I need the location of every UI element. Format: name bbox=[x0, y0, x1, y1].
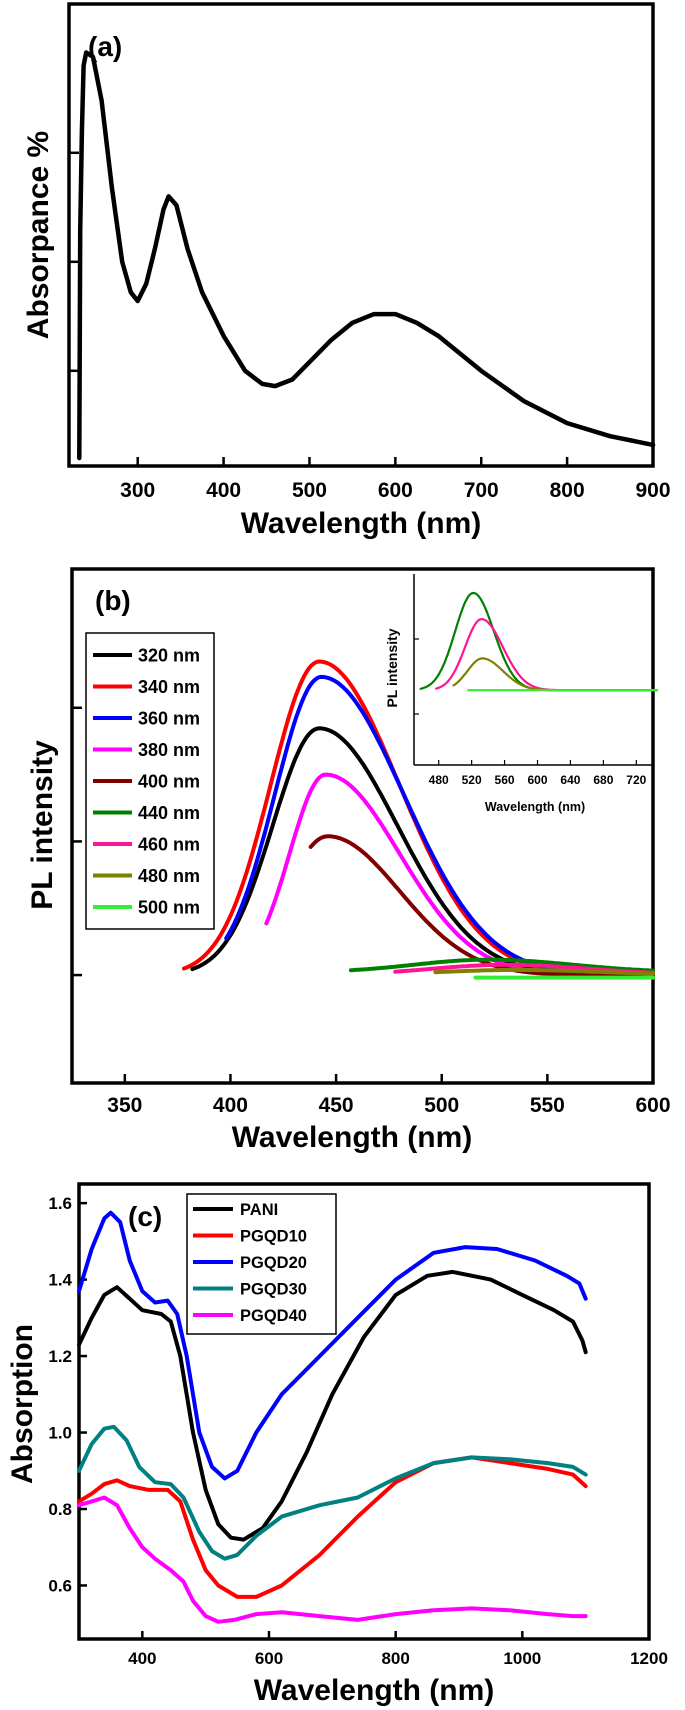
legend-label-pani: PANI bbox=[240, 1201, 278, 1219]
inset-x-tick-label: 720 bbox=[626, 773, 646, 787]
panel-b-line-440-nm bbox=[348, 957, 655, 973]
panel-c-label: (c) bbox=[128, 1201, 162, 1232]
legend-label-440-nm: 440 nm bbox=[138, 803, 200, 823]
legend-label-360-nm: 360 nm bbox=[138, 709, 200, 729]
panel-b-frame bbox=[70, 567, 655, 1085]
panel-b-xlabel: Wavelength (nm) bbox=[232, 1121, 473, 1154]
panel-b: (b) Wavelength (nm) PL intensity 350 400 4… bbox=[26, 567, 671, 1154]
legend-label-480-nm: 480 nm bbox=[138, 866, 200, 886]
panel-c-line-pani bbox=[77, 1269, 588, 1542]
inset-background bbox=[414, 574, 651, 765]
panel-c-y-tick-label: 1.6 bbox=[48, 1194, 72, 1213]
legend-label-pgqd10: PGQD10 bbox=[240, 1228, 307, 1246]
panel-c-line-pgqd10 bbox=[77, 1455, 588, 1599]
panel-b-x-tick-label: 500 bbox=[424, 1094, 459, 1117]
panel-a-x-tick-label: 800 bbox=[550, 479, 585, 502]
legend-label-460-nm: 460 nm bbox=[138, 835, 200, 855]
panel-a-frame bbox=[67, 2, 655, 468]
panel-c-line-pgqd40 bbox=[77, 1495, 588, 1624]
panel-b-x-tick-label: 600 bbox=[635, 1094, 670, 1117]
panel-b-x-tick-label: 450 bbox=[319, 1094, 354, 1117]
panel-c: (c) Wavelength (nm) Absorption 400 600 800… bbox=[6, 1182, 668, 1707]
panel-c-y-tick-label: 1.2 bbox=[48, 1347, 72, 1366]
inset-ylabel: PL intensity bbox=[384, 628, 400, 707]
panel-b-x-tick-label: 550 bbox=[530, 1094, 565, 1117]
panel-a-x-tick-label: 400 bbox=[206, 479, 241, 502]
legend-label-pgqd20: PGQD20 bbox=[240, 1254, 307, 1272]
legend-label-400-nm: 400 nm bbox=[138, 772, 200, 792]
panel-b-label: (b) bbox=[95, 585, 131, 616]
panel-c-ylabel: Absorption bbox=[6, 1324, 39, 1484]
panel-c-y-tick-label: 1.0 bbox=[48, 1424, 72, 1443]
panel-a-x-tick-label: 300 bbox=[120, 479, 155, 502]
panel-c-x-tick-label: 400 bbox=[128, 1649, 156, 1668]
panel-b-inset: Wavelength (nm) PL intensity 480 520 560 60… bbox=[384, 574, 658, 814]
panel-c-y-tick-label: 0.8 bbox=[48, 1500, 72, 1519]
inset-x-tick-label: 480 bbox=[429, 773, 449, 787]
panel-a-x-tick-label: 600 bbox=[378, 479, 413, 502]
panel-a: (a) Wavelength (nm) Absorpance % 300 400 5… bbox=[22, 2, 671, 540]
panel-c-xlabel: Wavelength (nm) bbox=[254, 1674, 495, 1707]
panel-c-line-pgqd30 bbox=[77, 1424, 588, 1561]
panel-b-line-480-nm bbox=[433, 967, 655, 976]
panel-a-line-sample bbox=[77, 50, 656, 461]
panel-b-ylabel: PL intensity bbox=[26, 740, 59, 910]
legend-label-pgqd30: PGQD30 bbox=[240, 1281, 307, 1299]
legend-label-500-nm: 500 nm bbox=[138, 898, 200, 918]
panel-c-y-tick-label: 0.6 bbox=[48, 1577, 72, 1596]
panel-c-x-tick-label: 1200 bbox=[630, 1649, 668, 1668]
inset-x-tick-label: 600 bbox=[527, 773, 547, 787]
panel-a-ylabel: Absorpance % bbox=[22, 131, 55, 339]
panel-c-y-tick-label: 1.4 bbox=[48, 1271, 72, 1290]
panel-c-frame bbox=[77, 1182, 651, 1641]
panel-c-x-tick-label: 800 bbox=[381, 1649, 409, 1668]
legend-label-320-nm: 320 nm bbox=[138, 646, 200, 666]
inset-x-tick-label: 640 bbox=[560, 773, 580, 787]
legend-label-pgqd40: PGQD40 bbox=[240, 1307, 307, 1325]
panel-a-x-tick-label: 500 bbox=[292, 479, 327, 502]
panel-b-x-tick-label: 400 bbox=[213, 1094, 248, 1117]
panel-c-x-tick-label: 1000 bbox=[503, 1649, 541, 1668]
panel-a-x-tick-label: 700 bbox=[464, 479, 499, 502]
inset-x-tick-label: 560 bbox=[495, 773, 515, 787]
panel-a-xlabel: Wavelength (nm) bbox=[241, 507, 482, 540]
inset-x-tick-label: 520 bbox=[462, 773, 482, 787]
panel-b-line-380-nm bbox=[264, 772, 655, 977]
inset-x-tick-label: 680 bbox=[593, 773, 613, 787]
legend-label-340-nm: 340 nm bbox=[138, 677, 200, 697]
panel-a-x-tick-label: 900 bbox=[635, 479, 670, 502]
panel-b-x-tick-label: 350 bbox=[107, 1094, 142, 1117]
panel-c-x-tick-label: 600 bbox=[255, 1649, 283, 1668]
inset-xlabel: Wavelength (nm) bbox=[485, 800, 585, 814]
panel-c-line-pgqd20 bbox=[77, 1210, 588, 1481]
legend-label-380-nm: 380 nm bbox=[138, 740, 200, 760]
